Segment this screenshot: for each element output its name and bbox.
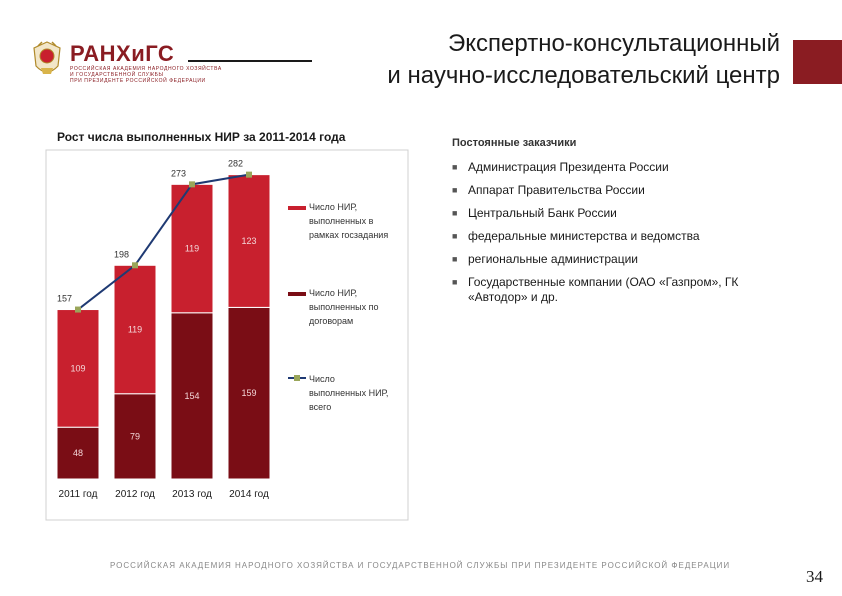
data-label-dogovor-3: 159 — [241, 388, 256, 398]
page-title-line-2: и научно-исследовательский центр — [387, 62, 780, 89]
brand-corner-block — [793, 40, 842, 84]
customer-label: региональные администрации — [468, 252, 638, 266]
page-title-line-1: Экспертно-консультационный — [448, 30, 780, 57]
legend-swatch-total-marker — [294, 375, 300, 381]
total-marker-1 — [132, 262, 138, 269]
customer-label: Аппарат Правительства России — [468, 183, 645, 197]
customers-list: ■ Администрация Президента России ■ Аппара… — [452, 152, 792, 305]
total-marker-2 — [189, 181, 195, 188]
bar-dogovor-0 — [56, 426, 100, 480]
data-label-dogovor-1: 79 — [130, 431, 140, 441]
bullet-icon: ■ — [452, 231, 458, 241]
logo-subtext-2: И ГОСУДАРСТВЕННОЙ СЛУЖБЫ — [70, 72, 164, 78]
academy-emblem-icon — [30, 40, 64, 80]
bullet-icon: ■ — [452, 185, 458, 195]
total-line — [77, 173, 250, 311]
total-marker-0 — [75, 306, 81, 313]
data-label-goszadanie-3: 123 — [241, 236, 256, 246]
data-label-dogovor-0: 48 — [73, 448, 83, 458]
list-item: ■ Центральный Банк России — [452, 206, 792, 221]
bullet-icon: ■ — [452, 254, 458, 264]
list-item: ■ региональные администрации — [452, 252, 792, 267]
customer-label: Администрация Президента России — [468, 160, 669, 174]
legend-swatch-dogovor — [288, 292, 306, 296]
legend-label-goszadanie: Число НИР, выполненных в рамках госзадан… — [309, 202, 389, 240]
bar-goszadanie-1 — [113, 264, 157, 395]
footer-text: РОССИЙСКАЯ АКАДЕМИЯ НАРОДНОГО ХОЗЯЙСТВА … — [110, 561, 731, 570]
logo-wordmark: РАНХиГС — [70, 41, 175, 66]
total-label-2: 273 — [171, 168, 186, 178]
x-tick-label-3: 2014 год — [229, 489, 269, 500]
legend-swatch-goszadanie — [288, 206, 306, 210]
customers-title: Постоянные заказчики — [452, 137, 577, 149]
customer-label: федеральные министерства и ведомства — [468, 229, 700, 243]
legend-label-total: Число выполненных НИР, всего — [309, 374, 389, 412]
page-number: 34 — [806, 567, 823, 586]
bar-dogovor-1 — [113, 393, 157, 480]
list-item: ■ Государственные компании (ОАО «Газпром»… — [452, 275, 792, 305]
total-label-0: 157 — [57, 294, 72, 304]
data-label-goszadanie-1: 119 — [128, 325, 142, 335]
bullet-icon: ■ — [452, 208, 458, 218]
data-label-goszadanie-0: 109 — [70, 363, 85, 373]
bullet-icon: ■ — [452, 277, 458, 287]
logo-subtext-1: РОССИЙСКАЯ АКАДЕМИЯ НАРОДНОГО ХОЗЯЙСТВА — [70, 66, 222, 72]
customer-label: Государственные компании (ОАО «Газпром»,… — [468, 275, 739, 304]
legend-label-dogovor: Число НИР, выполненных по договорам — [309, 288, 379, 326]
total-marker-3 — [246, 171, 252, 178]
bullet-icon: ■ — [452, 162, 458, 172]
list-item: ■ федеральные министерства и ведомства — [452, 229, 792, 244]
bar-goszadanie-3 — [227, 174, 271, 308]
list-item: ■ Администрация Президента России — [452, 160, 792, 175]
title-divider — [188, 60, 312, 62]
x-tick-label-2: 2013 год — [172, 489, 212, 500]
data-label-goszadanie-2: 119 — [185, 244, 199, 254]
x-tick-label-0: 2011 год — [59, 489, 98, 500]
chart-frame — [45, 149, 409, 521]
total-label-3: 282 — [228, 159, 243, 169]
chart-title: Рост числа выполненных НИР за 2011-2014 … — [57, 130, 346, 144]
data-label-dogovor-2: 154 — [184, 391, 199, 401]
bar-dogovor-3 — [227, 306, 271, 480]
logo-subtext-3: ПРИ ПРЕЗИДЕНТЕ РОССИЙСКОЙ ФЕДЕРАЦИИ — [70, 78, 206, 84]
customer-label: Центральный Банк России — [468, 206, 617, 220]
total-label-1: 198 — [114, 249, 129, 259]
x-tick-label-1: 2012 год — [115, 489, 155, 500]
list-item: ■ Аппарат Правительства России — [452, 183, 792, 198]
bar-goszadanie-0 — [56, 309, 100, 428]
